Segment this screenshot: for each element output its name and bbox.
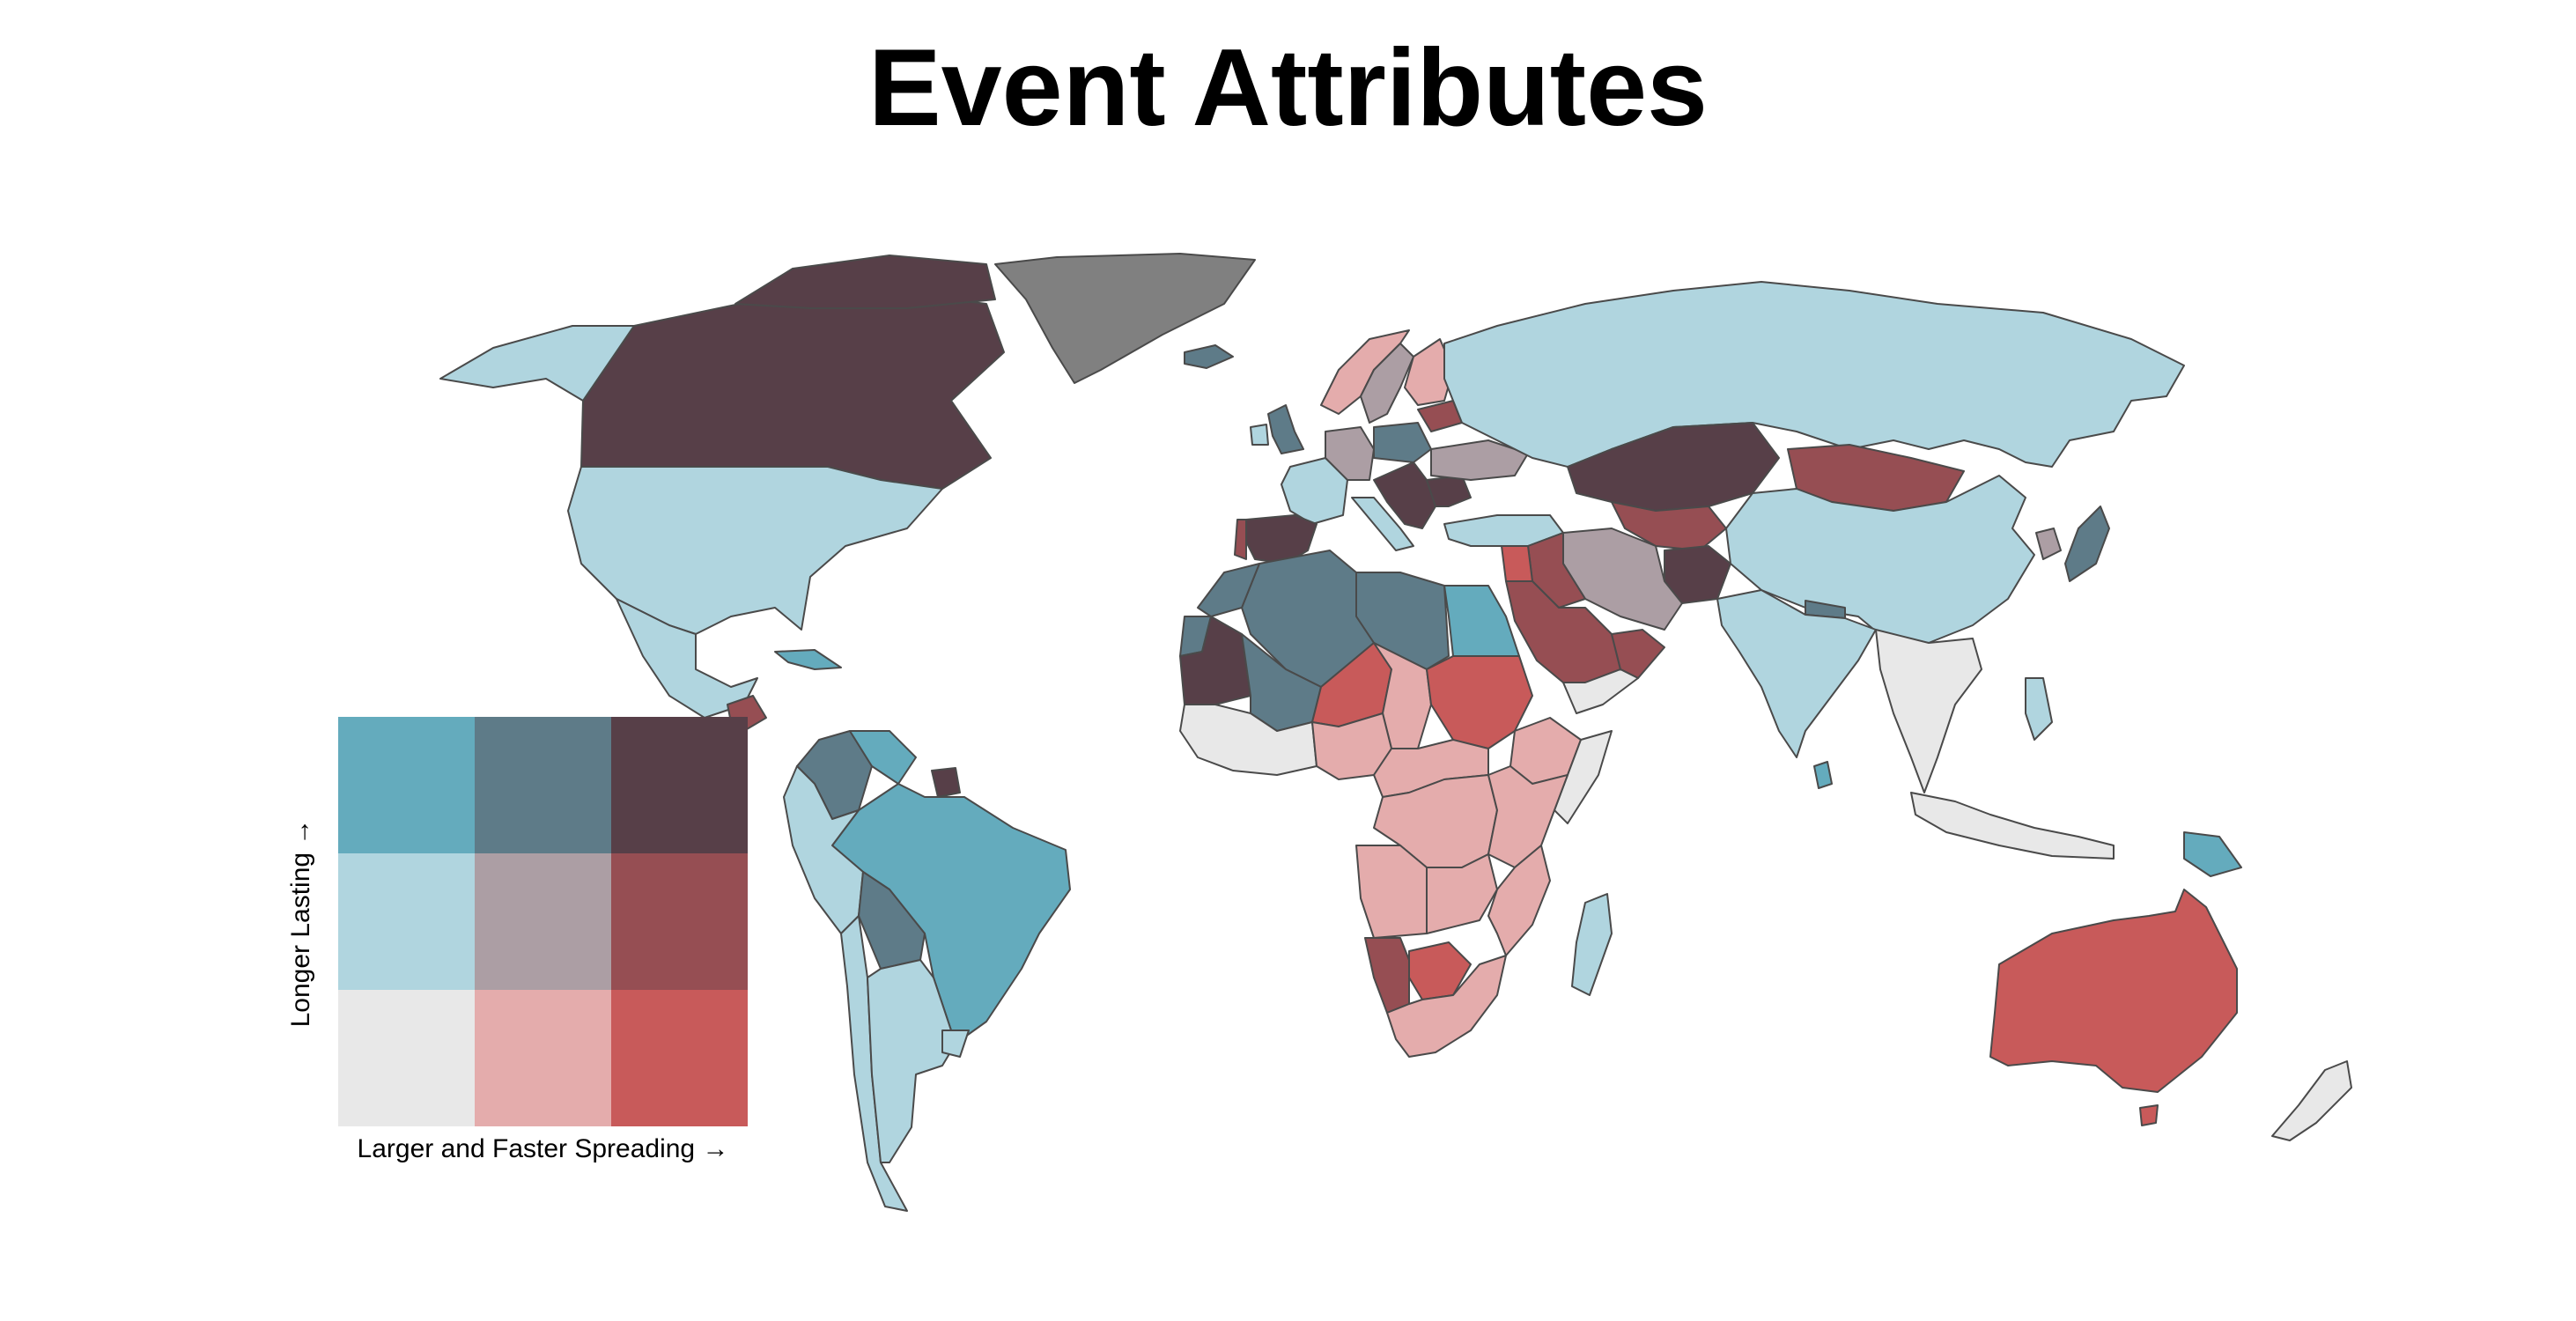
country-central-asia[interactable]: Central Asia	[1611, 501, 1727, 551]
country-india[interactable]: India	[1716, 589, 1877, 758]
country-canada[interactable]: Canada	[580, 290, 1005, 490]
country-romania[interactable]: Romania	[1426, 475, 1472, 507]
country-madagascar[interactable]: Madagascar	[1571, 893, 1613, 996]
country-greenland[interactable]: Greenland	[994, 253, 1256, 384]
country-indonesia[interactable]: Indonesia	[1910, 792, 2115, 860]
country-east-africa[interactable]: East Africa	[1487, 765, 1568, 868]
legend-y-label: Longer Lasting →	[286, 818, 315, 1028]
bivariate-legend	[338, 717, 748, 1126]
country-uruguay[interactable]: Uruguay	[941, 1029, 970, 1058]
legend-cell	[475, 717, 611, 853]
country-poland[interactable]: Poland	[1373, 422, 1432, 463]
country-namibia[interactable]: Namibia	[1364, 937, 1410, 1014]
country-sri-lanka[interactable]: Sri Lanka	[1813, 761, 1833, 789]
country-suriname[interactable]: Suriname	[931, 767, 961, 798]
country-uk[interactable]: United Kingdom	[1267, 404, 1304, 454]
country-venezuela[interactable]: Venezuela	[849, 730, 917, 785]
country-mozambique[interactable]: Mozambique	[1487, 845, 1551, 956]
country-north-korea[interactable]: North Korea	[2035, 528, 2062, 560]
country-finland[interactable]: Finland	[1404, 338, 1454, 406]
country-oman[interactable]: Oman	[1611, 629, 1665, 679]
country-new-zealand[interactable]: New Zealand	[2271, 1060, 2352, 1141]
country-iceland[interactable]: Iceland	[1184, 344, 1234, 369]
legend-cell	[611, 990, 748, 1126]
country-portugal[interactable]: Portugal	[1234, 519, 1247, 560]
country-papua-new-guinea[interactable]: Papua New Guinea	[2183, 831, 2242, 877]
country-philippines[interactable]: Philippines	[2025, 677, 2053, 741]
country-canada-islands[interactable]: Canada	[734, 255, 996, 309]
legend-cell	[475, 990, 611, 1126]
country-south-africa[interactable]: South Africa	[1386, 955, 1507, 1058]
country-usa[interactable]: United States	[567, 466, 943, 635]
country-tasmania[interactable]: Tasmania	[2139, 1104, 2159, 1126]
country-yemen[interactable]: Yemen	[1562, 668, 1639, 714]
map-title: Event Attributes	[867, 27, 1709, 149]
country-egypt[interactable]: Egypt	[1443, 585, 1520, 657]
legend-x-label: Larger and Faster Spreading →	[357, 1134, 729, 1163]
country-germany[interactable]: Germany	[1325, 426, 1375, 481]
legend-cell	[338, 717, 475, 853]
country-russia[interactable]: Russia	[1443, 281, 2185, 468]
country-sweden[interactable]: Sweden	[1360, 343, 1414, 424]
legend-cell	[475, 853, 611, 990]
country-argentina[interactable]: Argentina	[867, 959, 956, 1163]
legend-cell	[338, 990, 475, 1126]
country-alaska[interactable]: Alaska	[439, 325, 635, 402]
country-australia[interactable]: Australia	[1989, 889, 2238, 1093]
country-ukraine[interactable]: Ukraine	[1430, 439, 1529, 481]
country-chile[interactable]: Chile	[840, 915, 908, 1212]
legend-cell	[611, 853, 748, 990]
country-japan[interactable]: Japan	[2064, 506, 2110, 582]
legend-cell	[338, 853, 475, 990]
country-cuba[interactable]: Cuba	[774, 649, 842, 670]
country-zambia[interactable]: Zambia	[1426, 853, 1498, 934]
country-morocco[interactable]: Morocco	[1197, 563, 1260, 617]
legend-cell	[611, 717, 748, 853]
country-mexico[interactable]: Mexico	[616, 598, 758, 719]
country-angola[interactable]: Angola	[1355, 845, 1428, 939]
country-ireland[interactable]: Ireland	[1250, 424, 1269, 446]
country-italy[interactable]: Italy	[1351, 497, 1414, 551]
country-balkans[interactable]: Balkans	[1373, 461, 1436, 529]
country-syria[interactable]: Syria	[1501, 545, 1533, 582]
country-southeast-asia[interactable]: Southeast Asia	[1875, 629, 1982, 793]
